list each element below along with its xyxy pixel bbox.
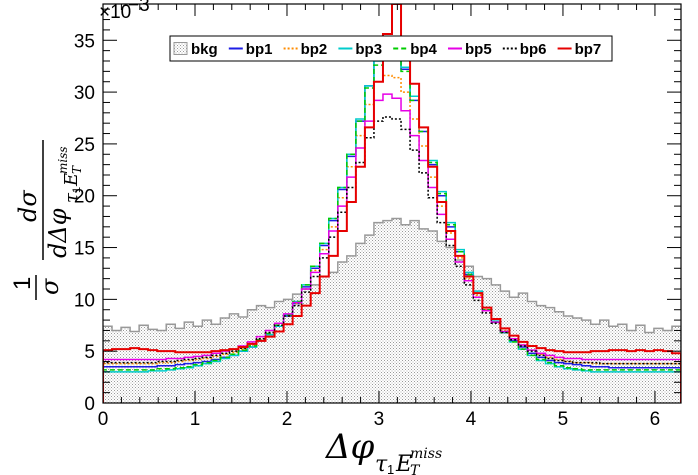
- y-multiplier-exp: −3: [128, 0, 150, 16]
- histogram-area: [103, 4, 681, 403]
- x-axis: 0 1 2 3 4 5 6: [98, 4, 661, 430]
- y-axis-title: 1 σ dσ dΔφ τ 1 E T miss: [9, 140, 84, 300]
- y-tick-label: 5: [84, 342, 95, 363]
- x-title-E: E: [395, 452, 412, 475]
- legend-label: bp1: [246, 41, 273, 58]
- legend-entry-bp7: bp7: [557, 41, 602, 58]
- plot-frame: [102, 3, 682, 404]
- y-multiplier-base: ×10: [99, 2, 131, 23]
- histogram-bp7: [103, 4, 681, 403]
- legend-label: bp7: [575, 41, 602, 58]
- legend-box: [169, 35, 613, 62]
- y-title-denominator: dΔφ: [44, 208, 72, 258]
- legend-label: bp6: [520, 41, 547, 58]
- legend-label: bp3: [355, 41, 382, 58]
- y-tick-label: 20: [74, 187, 95, 208]
- legend-entry-bp5: bp5: [448, 41, 492, 58]
- histogram-bkg: [103, 217, 681, 403]
- legend-label: bp2: [301, 41, 328, 58]
- y-tick-label: 25: [74, 135, 95, 156]
- legend-label: bp5: [465, 41, 492, 58]
- legend: bkg bp1 bp2 bp3 bp4 bp5 bp6 bp7: [169, 35, 613, 62]
- y-axis: 0 5 10 15 20 25 30 35: [74, 8, 681, 415]
- y-tick-label: 30: [74, 83, 95, 104]
- y-title-T: T: [70, 165, 84, 174]
- y-title-numerator: dσ: [14, 190, 42, 222]
- x-title-index: 1: [387, 462, 394, 475]
- x-title-miss: miss: [410, 446, 442, 462]
- x-tick-label: 3: [374, 409, 385, 430]
- x-title-tau: τ: [375, 452, 388, 475]
- legend-entry-bp3: bp3: [338, 41, 382, 58]
- x-title-main: Δφ: [324, 427, 375, 467]
- histogram-bp6: [103, 116, 681, 403]
- y-title-tau: τ: [61, 192, 82, 203]
- x-tick-label: 4: [466, 409, 477, 430]
- x-tick-label: 6: [650, 409, 661, 430]
- y-tick-label: 15: [74, 239, 95, 260]
- y-tick-label: 0: [84, 394, 95, 415]
- y-title-one: 1: [9, 277, 36, 290]
- legend-entry-bp4: bp4: [393, 41, 438, 58]
- legend-entry-bp2: bp2: [283, 41, 328, 58]
- legend-label: bp4: [410, 41, 437, 58]
- x-axis-title: Δφ τ 1 E T miss: [324, 427, 442, 475]
- y-title-E: E: [61, 173, 82, 187]
- legend-entry-bp6: bp6: [502, 41, 547, 58]
- legend-entry-bkg: bkg: [173, 41, 218, 58]
- y-tick-label: 10: [74, 290, 95, 311]
- y-title-sigma: σ: [36, 278, 64, 295]
- x-title-T: T: [410, 463, 421, 475]
- y-title-miss: miss: [56, 146, 70, 174]
- histogram-bp5: [103, 93, 681, 403]
- x-tick-label: 1: [190, 409, 201, 430]
- y-tick-label: 35: [74, 31, 95, 52]
- x-tick-label: 0: [98, 409, 109, 430]
- x-tick-label: 5: [558, 409, 569, 430]
- y-multiplier: ×10 −3: [99, 0, 150, 23]
- legend-entry-bp1: bp1: [228, 41, 273, 58]
- legend-swatch: [173, 42, 188, 55]
- legend-label: bkg: [191, 41, 218, 58]
- x-tick-label: 2: [282, 409, 293, 430]
- y-title-index: 1: [71, 187, 83, 193]
